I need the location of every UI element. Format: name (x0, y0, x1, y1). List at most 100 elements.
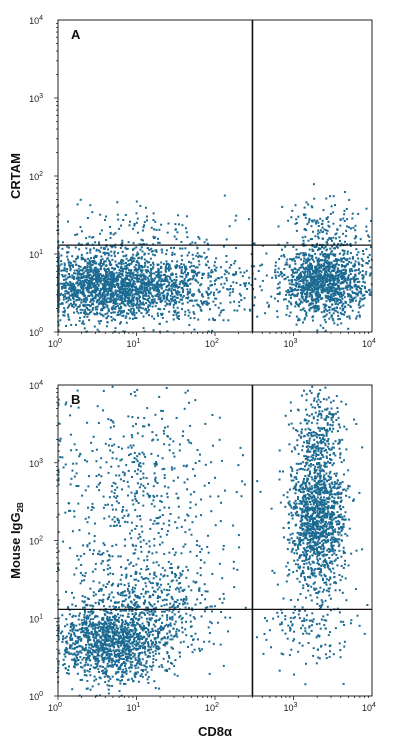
data-point (69, 284, 72, 287)
data-point (112, 278, 115, 281)
data-point (89, 300, 92, 303)
data-point (312, 315, 315, 318)
data-point (193, 317, 196, 320)
data-point (100, 277, 103, 280)
data-point (113, 250, 116, 253)
data-point (126, 292, 128, 295)
data-point (142, 294, 145, 297)
data-point (70, 635, 73, 637)
data-point (238, 304, 241, 307)
data-point (99, 263, 101, 266)
data-point (138, 624, 141, 626)
data-point (181, 247, 184, 250)
data-point (122, 219, 125, 221)
data-point (103, 301, 106, 304)
data-point (122, 634, 125, 637)
data-point (311, 291, 314, 294)
data-point (64, 655, 67, 658)
data-point (124, 265, 127, 268)
data-point (291, 259, 294, 262)
data-point (172, 299, 175, 302)
data-point (197, 260, 200, 263)
data-point (64, 649, 67, 652)
data-point (328, 289, 331, 292)
data-point (332, 277, 335, 280)
data-point (243, 308, 246, 311)
data-point (96, 275, 99, 277)
data-point (132, 273, 135, 276)
data-point (311, 285, 314, 287)
data-point (104, 642, 106, 645)
data-point (65, 618, 68, 621)
data-point (323, 303, 326, 306)
data-point (324, 260, 326, 263)
data-point (145, 292, 148, 295)
data-point (149, 291, 152, 294)
data-point (81, 645, 84, 648)
data-point (333, 322, 336, 325)
data-point (298, 318, 301, 321)
data-point (111, 675, 114, 678)
data-point (174, 290, 177, 293)
data-point (307, 203, 310, 206)
data-point (202, 295, 205, 298)
data-point (104, 671, 107, 674)
data-point (112, 293, 115, 296)
data-point (313, 310, 316, 313)
data-point (79, 304, 81, 307)
data-point (117, 639, 120, 642)
data-point (173, 673, 176, 676)
data-point (121, 291, 124, 294)
data-point (65, 270, 68, 273)
data-point (231, 290, 234, 293)
data-point (139, 296, 141, 299)
data-point (110, 599, 112, 602)
data-point (363, 293, 366, 296)
data-point (115, 271, 118, 274)
data-point (238, 267, 241, 270)
data-point (112, 637, 115, 640)
data-point (77, 242, 80, 245)
data-point (91, 278, 94, 281)
data-point (340, 296, 343, 298)
data-point (133, 283, 136, 285)
data-point (144, 269, 147, 272)
data-point (90, 257, 93, 259)
data-point (80, 311, 82, 314)
data-point (92, 260, 95, 263)
data-point (134, 607, 137, 610)
data-point (328, 254, 330, 257)
data-point (133, 257, 136, 260)
data-point (152, 658, 155, 661)
data-point (309, 270, 311, 273)
data-point (87, 651, 90, 654)
data-point (239, 284, 242, 286)
data-point (148, 631, 150, 634)
data-point (346, 258, 349, 261)
data-point (146, 281, 149, 284)
data-point (138, 294, 141, 297)
data-point (268, 304, 270, 307)
data-point (292, 283, 295, 286)
data-point (207, 248, 210, 251)
data-point (100, 255, 103, 258)
data-point (106, 306, 109, 309)
data-point (209, 280, 212, 283)
data-point (354, 284, 357, 287)
data-point (342, 287, 345, 290)
data-point (336, 228, 339, 231)
data-point (117, 613, 119, 616)
data-point (312, 290, 315, 293)
data-point (348, 283, 351, 286)
data-point (92, 594, 95, 597)
data-point (140, 238, 143, 241)
data-point (105, 652, 108, 655)
data-point (236, 309, 239, 312)
data-point (131, 278, 134, 281)
data-point (319, 278, 322, 281)
data-point (123, 267, 126, 270)
data-point (318, 286, 321, 289)
data-point (88, 295, 91, 297)
data-point (346, 250, 349, 253)
data-point (274, 261, 277, 264)
